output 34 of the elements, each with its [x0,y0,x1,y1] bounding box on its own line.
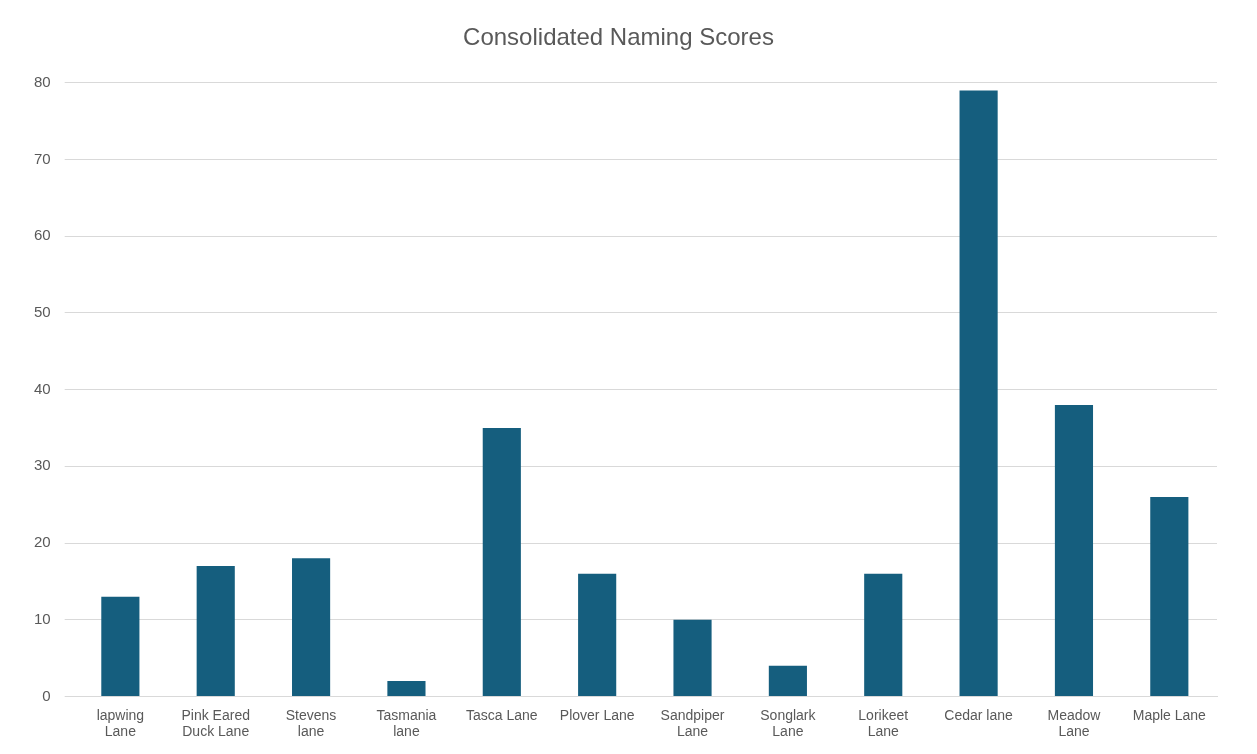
y-tick-label: 50 [34,303,51,321]
bar [196,566,235,696]
x-tick-label: Pink Eared Duck Lane [181,706,250,740]
x-tick-label: Cedar lane [944,706,1014,723]
x-tick-label: Meadow Lane [1047,706,1102,740]
y-tick-label: 40 [34,379,51,397]
bar [768,665,807,696]
bar [387,681,426,696]
x-tick-label: Songlark Lane [760,706,817,740]
x-tick-label: Sandpiper Lane [660,706,725,740]
bar [1054,404,1094,696]
y-tick-label: 0 [42,686,51,704]
y-tick-label: 70 [34,149,51,167]
y-tick-label: 60 [34,226,51,244]
x-tick-label: Maple Lane [1132,706,1207,723]
y-tick-label: 30 [34,456,51,474]
bar [959,90,998,696]
bar [101,596,140,696]
x-tick-label: Plover Lane [559,706,635,723]
x-tick-label: Lorikeet Lane [858,706,909,740]
x-tick-label: lapwing Lane [96,706,145,740]
y-tick-label: 20 [34,533,51,551]
bar [482,427,521,696]
x-tick-label: Tasca Lane [466,706,538,723]
y-tick-label: 10 [34,609,51,627]
bar [578,573,617,696]
chart-title: Consolidated Naming Scores [463,23,774,51]
y-tick-label: 80 [34,72,51,90]
bar [292,558,331,696]
bar [673,619,712,696]
x-tick-label: Stevens lane [285,706,337,740]
x-tick-label: Tasmania lane [376,706,437,740]
bar [1150,496,1189,696]
bar [864,573,903,696]
